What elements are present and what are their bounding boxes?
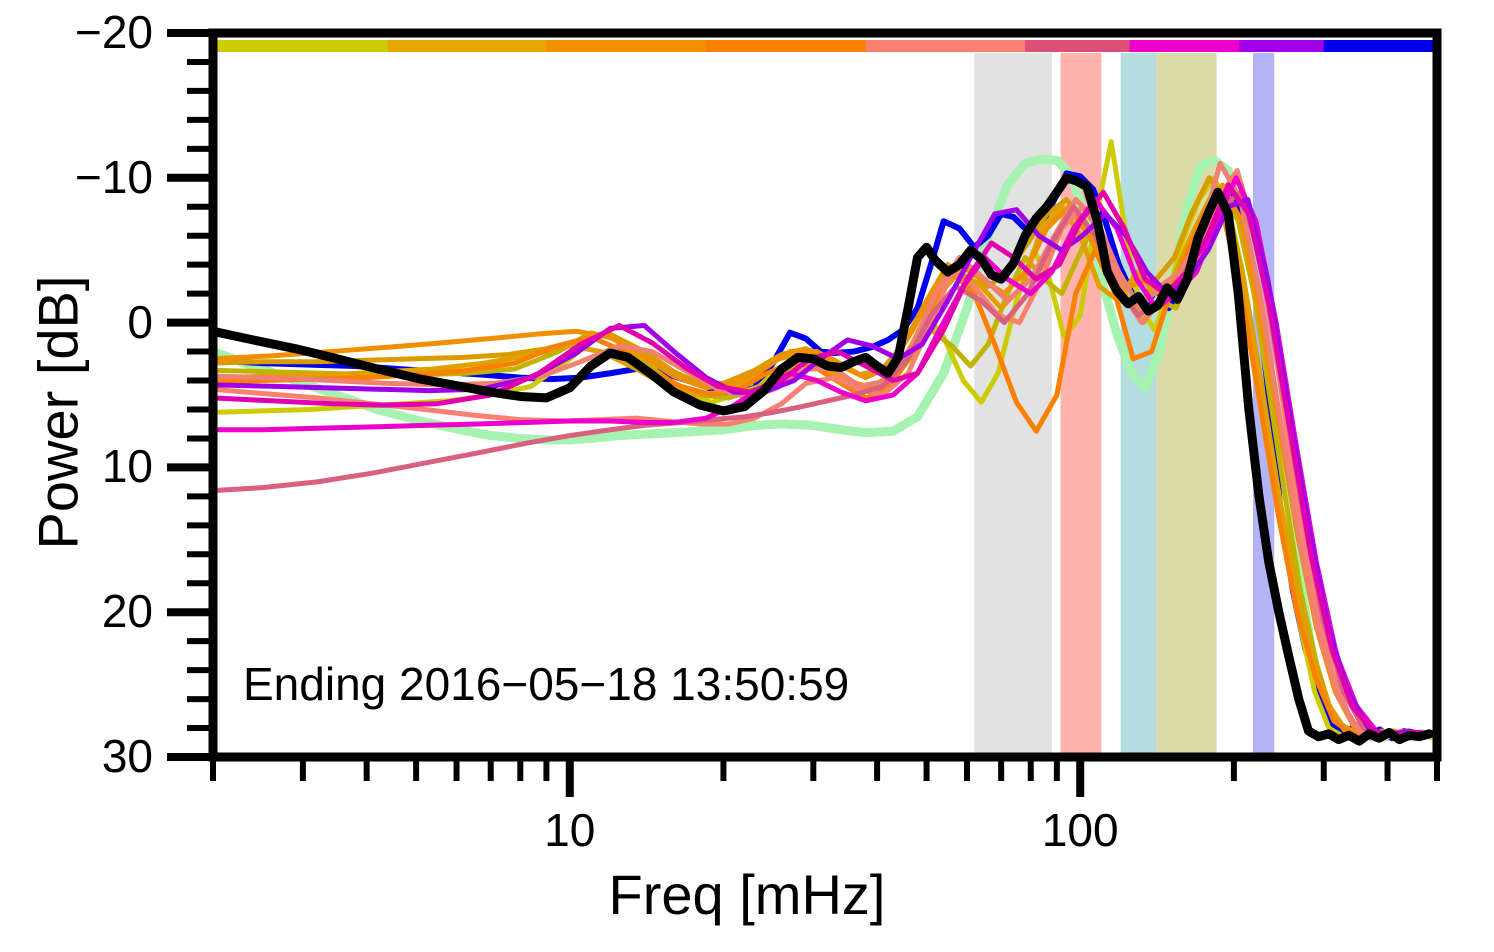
x-axis-title: Freq [mHz]: [608, 863, 886, 926]
series-line-mean-average: [208, 173, 1434, 746]
colorbar-segment-7: [1239, 40, 1325, 52]
plot-annotation: Ending 2016−05−18 13:50:59: [243, 658, 850, 710]
y-tick-label: 0: [127, 295, 153, 348]
colorbar-segment-6: [1129, 40, 1241, 52]
band-gray: [974, 53, 1052, 757]
colorbar-segment-8: [1323, 40, 1438, 52]
colorbar-segment-0: [213, 40, 389, 52]
x-tick-label: 100: [1041, 804, 1119, 856]
y-tick-label: −10: [74, 150, 153, 203]
band-khaki: [1156, 53, 1217, 757]
y-tick-label: 30: [101, 730, 153, 782]
colorbar-segment-3: [706, 40, 867, 52]
series-line-series-magenta-2: [210, 182, 1440, 738]
y-tick-label: 10: [101, 440, 153, 493]
y-tick-label: −20: [74, 6, 153, 58]
series-line-series-salmon-2: [210, 160, 1440, 740]
band-teal: [1120, 53, 1157, 757]
band-salmon: [1060, 53, 1102, 757]
colorbar-segment-1: [387, 40, 548, 52]
colorbar-segment-5: [1025, 40, 1131, 52]
colorbar-segment-2: [546, 40, 707, 52]
y-tick-label: 20: [101, 585, 153, 638]
x-tick-label: 10: [544, 804, 596, 856]
colorbar-segment-4: [865, 40, 1026, 52]
plot-frame: [208, 28, 1442, 762]
